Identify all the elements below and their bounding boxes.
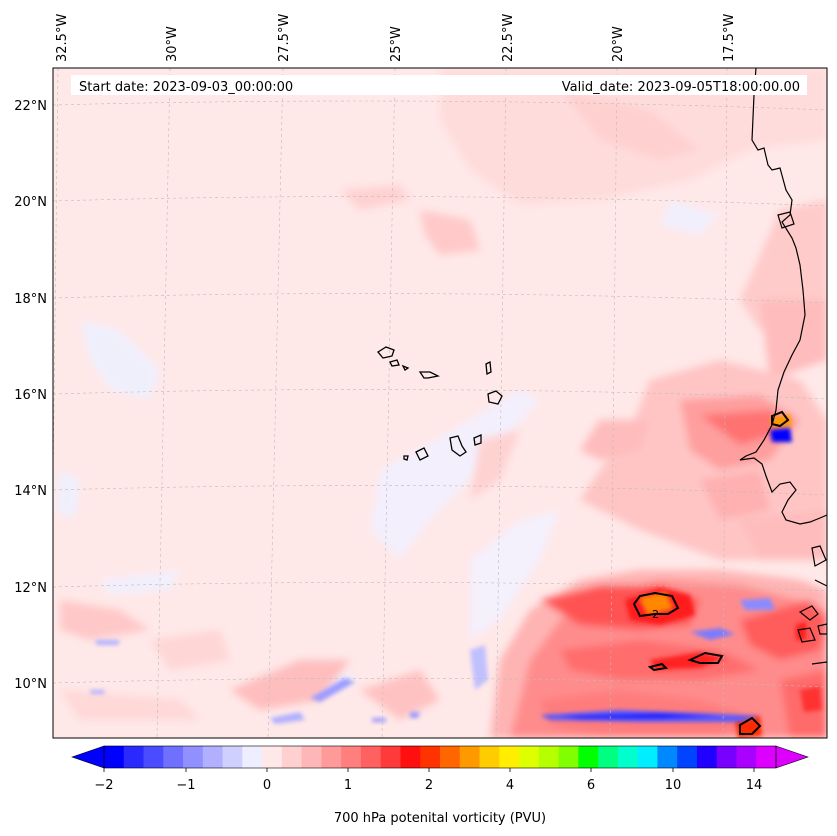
colorbar-segment xyxy=(677,746,698,768)
colorbar-segment xyxy=(519,746,540,768)
colorbar-label: 700 hPa potenital vorticity (PVU) xyxy=(334,811,546,826)
colorbar-segment xyxy=(183,746,204,768)
colorbar-tick-label: 0 xyxy=(263,778,271,793)
map-gridlines xyxy=(53,68,827,738)
colorbar-tick-label: 4 xyxy=(506,778,514,793)
colorbar-tick-labels: −2 −1 0 1 2 4 6 10 14 xyxy=(94,778,762,793)
colorbar-segment xyxy=(123,746,144,768)
lat-label: 14°N xyxy=(14,484,47,499)
colorbar-segment xyxy=(143,746,164,768)
lat-label: 16°N xyxy=(14,388,47,403)
colorbar-segment xyxy=(242,746,263,768)
african-coastline xyxy=(739,68,827,665)
lat-label: 18°N xyxy=(14,292,47,307)
colorbar-segment xyxy=(716,746,737,768)
pv-2-contours xyxy=(632,410,790,735)
colorbar-segment xyxy=(637,746,658,768)
colorbar-segment xyxy=(360,746,382,768)
colorbar-segment xyxy=(262,746,283,768)
colorbar-segment xyxy=(479,746,500,768)
colorbar-segment xyxy=(598,746,619,768)
lat-label: 12°N xyxy=(14,581,47,596)
pv-contour-label: 2 xyxy=(652,608,659,621)
colorbar-segment xyxy=(736,746,757,768)
lat-label: 22°N xyxy=(14,99,47,114)
start-date-label: Start date: 2023-09-03_00:00:00 xyxy=(79,80,293,95)
colorbar-segment xyxy=(400,746,421,768)
colorbar-segment xyxy=(617,746,639,768)
map-panel: 2 Start date: 2023-09-03_00:00:00 Valid_… xyxy=(52,67,828,739)
colorbar-tick-label: 2 xyxy=(425,778,433,793)
lon-label: 25°W xyxy=(389,26,404,62)
colorbar-segment xyxy=(756,746,777,768)
colorbar-segment xyxy=(420,746,441,768)
colorbar-segment xyxy=(202,746,223,768)
latitude-labels: 22°N 20°N 18°N 16°N 14°N 12°N 10°N xyxy=(14,99,47,692)
lat-label: 10°N xyxy=(14,677,47,692)
pv-colorbar: −2 −1 0 1 2 4 6 10 14 700 hPa potenital … xyxy=(71,745,809,826)
colorbar-segment xyxy=(459,746,480,768)
lon-label: 32.5°W xyxy=(55,14,70,62)
colorbar-segment xyxy=(104,746,125,768)
colorbar-tick-label: 14 xyxy=(746,778,763,793)
lon-label: 30°W xyxy=(165,26,180,62)
colorbar-segment xyxy=(281,746,303,768)
colorbar-tick-label: 10 xyxy=(665,778,682,793)
colorbar-segment xyxy=(341,746,362,768)
colorbar-segment xyxy=(538,746,559,768)
colorbar-segment xyxy=(657,746,678,768)
colorbar-tick-label: −1 xyxy=(176,778,195,793)
colorbar-segment xyxy=(499,746,520,768)
colorbar-tick-label: −2 xyxy=(94,778,113,793)
colorbar-segment xyxy=(321,746,342,768)
colorbar-ticks xyxy=(103,768,755,772)
longitude-labels: 32.5°W 30°W 27.5°W 25°W 22.5°W 20°W 17.5… xyxy=(55,14,737,62)
colorbar-segment xyxy=(163,746,184,768)
colorbar-segment xyxy=(301,746,322,768)
colorbar-tick-label: 6 xyxy=(587,778,595,793)
lon-label: 17.5°W xyxy=(722,14,737,62)
date-banner xyxy=(71,75,807,95)
map-frame xyxy=(52,67,828,739)
valid-date-label: Valid_date: 2023-09-05T18:00:00.00 xyxy=(562,80,800,95)
cape-verde-islands xyxy=(377,346,503,461)
colorbar-extend-high xyxy=(775,745,809,769)
colorbar-segment xyxy=(578,746,599,768)
lon-label: 20°W xyxy=(611,26,626,62)
colorbar-tick-label: 1 xyxy=(344,778,352,793)
colorbar-outline xyxy=(103,745,777,769)
colorbar-segments xyxy=(104,746,777,768)
colorbar-segment xyxy=(558,746,579,768)
lat-label: 20°N xyxy=(14,195,47,210)
colorbar-segment xyxy=(380,746,401,768)
lon-label: 27.5°W xyxy=(277,14,292,62)
colorbar-extend-low xyxy=(71,745,105,769)
lon-label: 22.5°W xyxy=(501,14,516,62)
pv-field-shading: 2 xyxy=(53,68,827,738)
colorbar-segment xyxy=(696,746,718,768)
colorbar-segment xyxy=(222,746,243,768)
colorbar-segment xyxy=(440,746,461,768)
